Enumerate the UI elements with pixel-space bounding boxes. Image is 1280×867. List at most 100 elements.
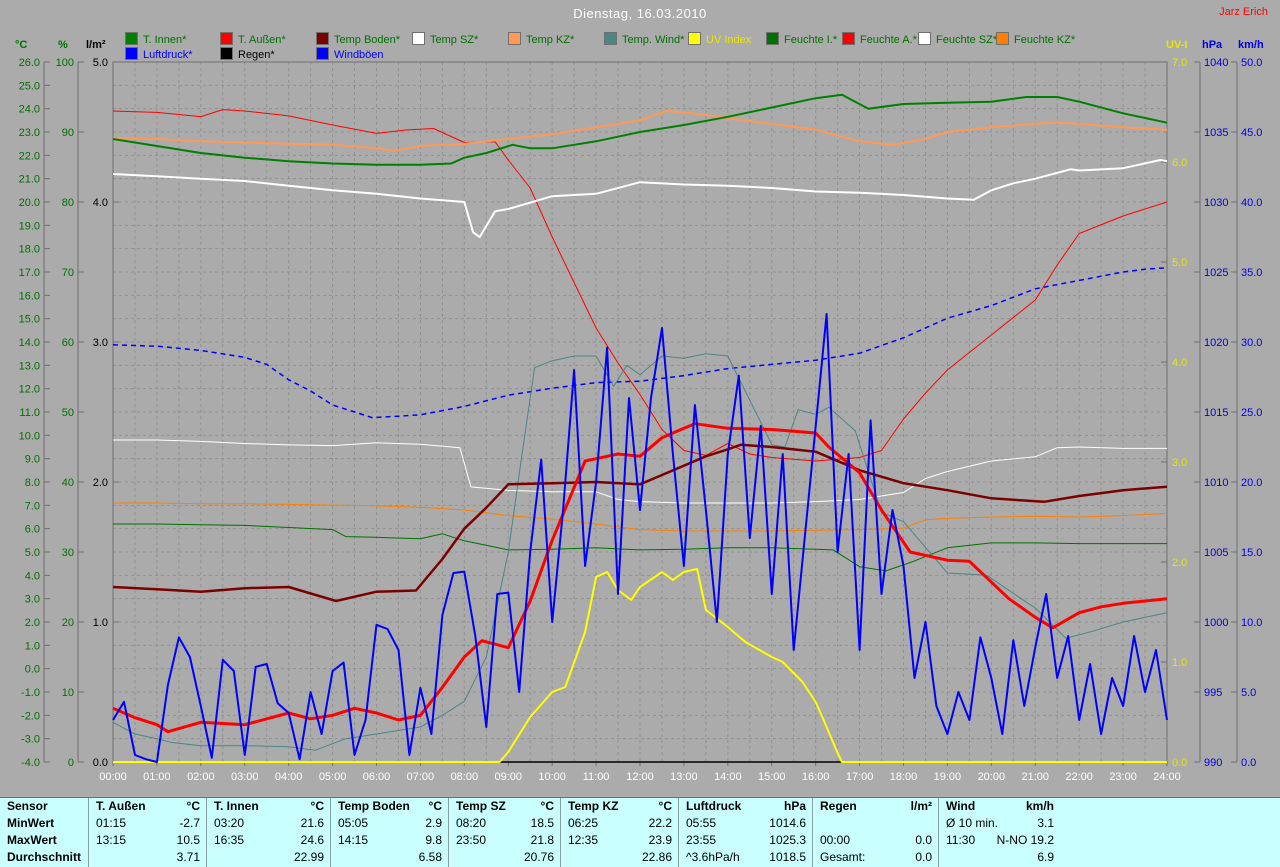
- axis-header-uv-i: UV-I: [1166, 39, 1188, 51]
- axis-tick-label: 40: [62, 477, 74, 489]
- row-label: Durchschnitt: [7, 850, 82, 864]
- legend-swatch-icon: [220, 47, 233, 60]
- axis-tick-label: 1.0: [1172, 657, 1187, 669]
- axis-tick-label: 1020: [1204, 337, 1228, 349]
- axis-tick-label: 1025: [1204, 267, 1228, 279]
- axis-tick-label: 1030: [1204, 197, 1228, 209]
- series-feuchte-i: [113, 523, 1167, 572]
- legend-swatch-icon: [316, 32, 329, 45]
- axis-tick-label: 9.0: [25, 454, 40, 466]
- axis-header-km-h: km/h: [1238, 39, 1264, 51]
- axis-tick-label: 4.0: [1172, 357, 1187, 369]
- cell-time: 01:15: [96, 816, 127, 830]
- x-axis-label: 05:00: [319, 771, 347, 783]
- cell-value: 22.86: [641, 850, 672, 864]
- weather-chart: 26.0 25.0 24.0 23.0 22.0 21.0 20.0 19.0 18.0 17.0…: [19, 57, 1263, 783]
- series-windb-en: [112, 313, 1168, 763]
- legend-label: Temp. Wind*: [622, 34, 685, 46]
- axis-tick-label: 3.0: [93, 337, 108, 349]
- axis-tick-label: 70: [62, 267, 74, 279]
- cell-time: 13:15: [96, 833, 127, 847]
- series-luftdruck: [112, 267, 1168, 419]
- cell-value: 2.9: [425, 816, 442, 830]
- axis-tick-label: 30: [62, 547, 74, 559]
- legend-label: Temp SZ*: [430, 34, 479, 46]
- axis-tick-label: 5.0: [1241, 687, 1256, 699]
- legend-swatch-icon: [918, 32, 931, 45]
- col-name: Regen: [820, 799, 857, 813]
- col-name: T. Außen: [96, 799, 146, 813]
- axis-tick-label: 995: [1204, 687, 1222, 699]
- cell-time: 23:50: [456, 833, 487, 847]
- legend-item-temp-boden: Temp Boden*: [316, 32, 400, 46]
- x-axis-label: 07:00: [407, 771, 435, 783]
- table-col-t-au-en: T. Außen °C 01:15 -2.7 13:15 10.5 3.71: [88, 798, 207, 867]
- table-col-sensor: Sensor MinWert MaxWert Durchschnitt: [0, 798, 88, 867]
- axis-tick-label: 100: [56, 57, 74, 69]
- axis-tick-label: 90: [62, 127, 74, 139]
- legend-item-t-au-en: T. Außen*: [220, 32, 286, 46]
- axis-tick-label: 5.0: [93, 57, 108, 69]
- cell-value: 20.76: [523, 850, 554, 864]
- x-axis-label: 24:00: [1153, 771, 1181, 783]
- cell-value: 23.9: [648, 833, 672, 847]
- axis-tick-label: 45.0: [1241, 127, 1262, 139]
- x-axis-label: 18:00: [890, 771, 918, 783]
- legend-item-feuchte-i: Feuchte I.*: [766, 32, 837, 46]
- x-axis-label: 06:00: [363, 771, 391, 783]
- axis-tick-label: 26.0: [19, 57, 40, 69]
- axis-tick-label: 7.0: [25, 500, 40, 512]
- legend-label: T. Außen*: [238, 34, 286, 46]
- axis-tick-label: 1005: [1204, 547, 1228, 559]
- axis-tick-label: 20.0: [19, 197, 40, 209]
- axis-tick-label: 20: [62, 617, 74, 629]
- axis-tick-label: 80: [62, 197, 74, 209]
- cell-time: 23:55: [686, 833, 717, 847]
- cell-value: 24.6: [300, 833, 324, 847]
- table-col-wind: Wind km/h Ø 10 min. 3.1 11:30 N-NO 19.2 6.9: [938, 798, 1061, 867]
- cell-time: 11:30: [946, 833, 976, 847]
- x-axis-label: 10:00: [538, 771, 566, 783]
- col-name: Temp Boden: [338, 799, 410, 813]
- axis-tick-label: 1000: [1204, 617, 1228, 629]
- cell-value: 6.58: [418, 850, 442, 864]
- cell-value: 3.1: [1037, 816, 1054, 830]
- axis-tick-label: 50: [62, 407, 74, 419]
- cell-time: 05:05: [338, 816, 369, 830]
- stats-table: Sensor MinWert MaxWert Durchschnitt T. Außen…: [0, 797, 1280, 867]
- cell-time: ^3.6hPa/h: [686, 850, 740, 864]
- axis-tick-label: 6.0: [25, 524, 40, 536]
- legend-swatch-icon: [842, 32, 855, 45]
- x-axis-label: 09:00: [494, 771, 522, 783]
- legend-item-feuchte-kz: Feuchte KZ*: [996, 32, 1075, 46]
- legend-label: Feuchte SZ*: [936, 34, 998, 46]
- legend-item-feuchte-a: Feuchte A.*: [842, 32, 917, 46]
- cell-value: 0.0: [915, 850, 932, 864]
- axis-tick-label: -4.0: [21, 757, 40, 769]
- axis-tick-label: 0.0: [1172, 757, 1187, 769]
- axis-tick-label: 5.0: [1172, 257, 1187, 269]
- table-col-temp-kz: Temp KZ °C 06:25 22.2 12:35 23.9 22.86: [560, 798, 679, 867]
- x-axis-label: 22:00: [1065, 771, 1093, 783]
- axis-tick-label: 1040: [1204, 57, 1228, 69]
- axis-tick-label: 0.0: [93, 757, 108, 769]
- cell-value: 21.8: [530, 833, 554, 847]
- axis-tick-label: 60: [62, 337, 74, 349]
- legend-swatch-icon: [220, 32, 233, 45]
- axis-tick-label: 4.0: [93, 197, 108, 209]
- axis-header-: %: [58, 39, 68, 51]
- axis-tick-label: 11.0: [19, 407, 40, 419]
- axis-tick-label: 0.0: [1241, 757, 1256, 769]
- series-uv-index: [113, 568, 1167, 763]
- axis-tick-label: 1.0: [25, 640, 40, 652]
- axis-tick-label: 1015: [1204, 407, 1228, 419]
- cell-time: 05:55: [686, 816, 717, 830]
- cell-value: 1025.3: [769, 833, 806, 847]
- table-col-regen: Regen l/m² 00:00 0.0 Gesamt: 0.0: [812, 798, 939, 867]
- cell-value: 22.2: [648, 816, 672, 830]
- col-name: Luftdruck: [686, 799, 742, 813]
- col-unit: °C: [310, 799, 324, 813]
- axis-tick-label: 3.0: [25, 594, 40, 606]
- cell-value: 0.0: [915, 833, 932, 847]
